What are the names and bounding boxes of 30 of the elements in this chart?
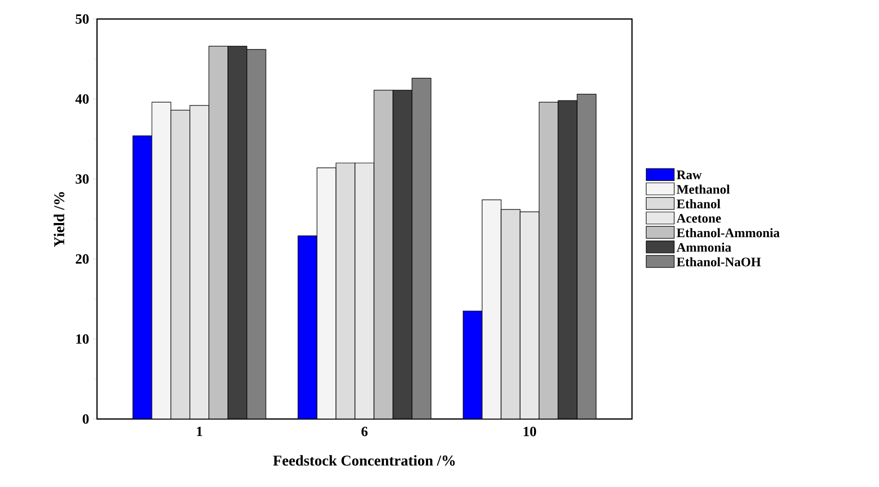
- bar: [208, 46, 228, 419]
- y-tick-label: 10: [76, 334, 89, 344]
- y-tick-label: 20: [76, 254, 89, 264]
- bar: [132, 135, 152, 419]
- bar: [412, 78, 432, 419]
- y-tick-label: 40: [75, 94, 89, 104]
- legend-label: Ammonia: [676, 242, 732, 252]
- bar: [392, 90, 412, 419]
- x-tick-label: 1: [197, 426, 202, 436]
- legend-label: Acetone: [676, 214, 721, 223]
- legend-label: Ethanol-Ammonia: [676, 228, 780, 238]
- legend-label: Methanol: [676, 184, 730, 194]
- y-tick-label: 0: [82, 414, 89, 424]
- bar: [558, 100, 578, 419]
- legend-label: Ethanol-NaOH: [676, 257, 761, 266]
- y-tick-label: 30: [76, 174, 89, 184]
- bar: [538, 102, 558, 419]
- bar: [374, 90, 394, 419]
- y-tick-label: 50: [76, 14, 89, 24]
- bar: [228, 46, 248, 419]
- y-axis-title: Yield /%: [54, 192, 64, 247]
- legend-label: Ethanol: [676, 199, 720, 208]
- bar: [462, 310, 482, 419]
- x-tick-label: 6: [361, 426, 368, 436]
- legend-label: Raw: [676, 170, 702, 180]
- x-tick-label: 10: [524, 426, 536, 436]
- bar: [576, 94, 596, 419]
- bar: [246, 49, 266, 419]
- bar: [298, 235, 318, 419]
- x-axis-title: Feedstock Concentration /%: [273, 455, 455, 466]
